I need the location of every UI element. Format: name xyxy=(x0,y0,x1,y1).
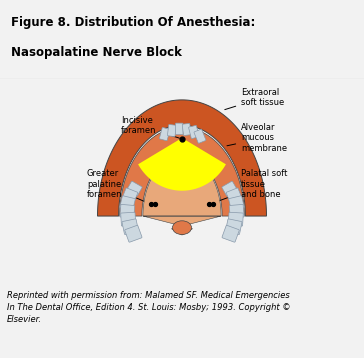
FancyBboxPatch shape xyxy=(226,188,242,203)
FancyBboxPatch shape xyxy=(189,125,199,139)
FancyBboxPatch shape xyxy=(225,219,242,234)
Text: Figure 8. Distribution Of Anesthesia:: Figure 8. Distribution Of Anesthesia: xyxy=(11,16,255,29)
FancyBboxPatch shape xyxy=(121,212,136,226)
FancyBboxPatch shape xyxy=(194,129,206,143)
FancyBboxPatch shape xyxy=(127,181,142,196)
FancyBboxPatch shape xyxy=(120,204,135,218)
Polygon shape xyxy=(143,156,221,235)
FancyBboxPatch shape xyxy=(167,125,176,136)
Text: Palatal soft
tissue
and bone: Palatal soft tissue and bone xyxy=(211,169,288,203)
FancyBboxPatch shape xyxy=(122,188,138,203)
FancyBboxPatch shape xyxy=(159,127,170,141)
Polygon shape xyxy=(98,100,266,216)
FancyBboxPatch shape xyxy=(120,196,135,211)
FancyBboxPatch shape xyxy=(228,212,243,226)
FancyBboxPatch shape xyxy=(122,219,139,234)
FancyBboxPatch shape xyxy=(175,123,183,135)
Text: Nasopalatine Nerve Block: Nasopalatine Nerve Block xyxy=(11,46,182,59)
FancyBboxPatch shape xyxy=(229,204,244,218)
Polygon shape xyxy=(120,127,244,216)
FancyBboxPatch shape xyxy=(182,124,191,136)
FancyBboxPatch shape xyxy=(222,225,239,242)
Text: Reprinted with permission from: Malamed SF. Medical Emergencies
In The Dental Of: Reprinted with permission from: Malamed … xyxy=(7,291,291,324)
FancyBboxPatch shape xyxy=(125,225,142,242)
Polygon shape xyxy=(138,138,226,191)
Text: Extraoral
soft tissue: Extraoral soft tissue xyxy=(225,88,284,110)
Text: Alveolar
mucous
membrane: Alveolar mucous membrane xyxy=(227,123,287,153)
Text: Greater
palatine
foramen: Greater palatine foramen xyxy=(87,169,149,203)
FancyBboxPatch shape xyxy=(229,196,244,211)
Text: Incisive
foramen: Incisive foramen xyxy=(121,116,179,138)
Ellipse shape xyxy=(173,221,191,234)
FancyBboxPatch shape xyxy=(222,181,237,196)
